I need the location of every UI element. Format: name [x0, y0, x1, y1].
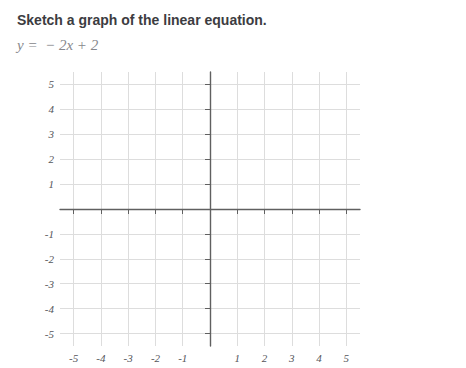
svg-text:1: 1 — [49, 178, 55, 190]
svg-text:5: 5 — [344, 352, 350, 364]
svg-text:-4: -4 — [45, 303, 55, 315]
svg-text:2: 2 — [262, 352, 268, 364]
svg-text:4: 4 — [49, 103, 55, 115]
svg-text:-1: -1 — [178, 352, 187, 364]
svg-text:5: 5 — [49, 78, 55, 90]
svg-text:y = − 2x + 2: y = − 2x + 2 — [15, 37, 99, 53]
svg-text:3: 3 — [288, 352, 295, 364]
svg-text:4: 4 — [316, 352, 322, 364]
svg-text:-3: -3 — [45, 278, 55, 290]
svg-text:-3: -3 — [124, 352, 134, 364]
svg-text:-2: -2 — [45, 253, 55, 265]
svg-text:3: 3 — [48, 128, 55, 140]
svg-text:-1: -1 — [45, 228, 54, 240]
svg-text:-4: -4 — [96, 352, 106, 364]
svg-text:Sketch a graph of the linear e: Sketch a graph of the linear equation. — [17, 12, 267, 28]
svg-text:-2: -2 — [151, 352, 161, 364]
svg-text:-5: -5 — [69, 352, 79, 364]
svg-text:1: 1 — [235, 352, 241, 364]
svg-text:-5: -5 — [45, 328, 55, 340]
svg-text:2: 2 — [49, 153, 55, 165]
